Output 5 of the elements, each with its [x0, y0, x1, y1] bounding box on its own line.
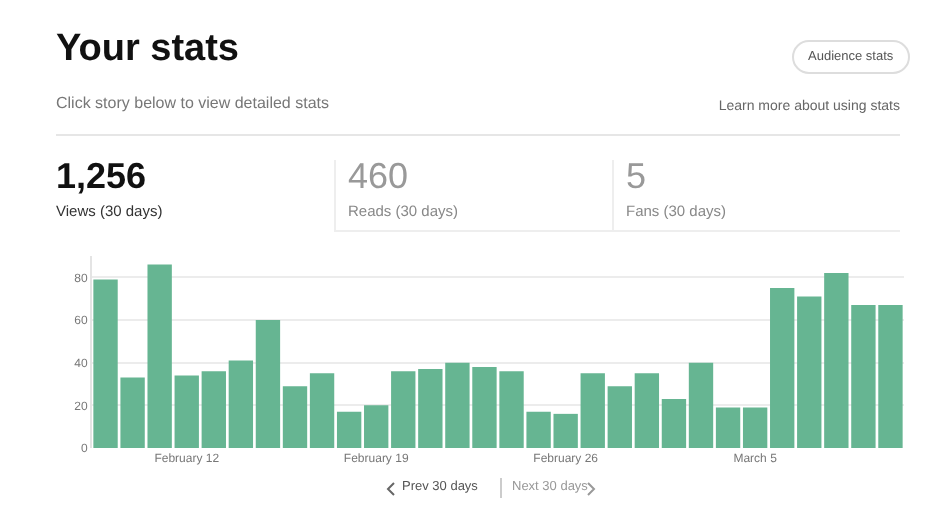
chart-title: Your stats [56, 28, 240, 72]
chart-subtitle: Click story below to view detailed stats [56, 94, 329, 112]
text: 1,256 [56, 156, 147, 198]
text: 460 [348, 156, 409, 198]
text: 5 [626, 156, 647, 198]
